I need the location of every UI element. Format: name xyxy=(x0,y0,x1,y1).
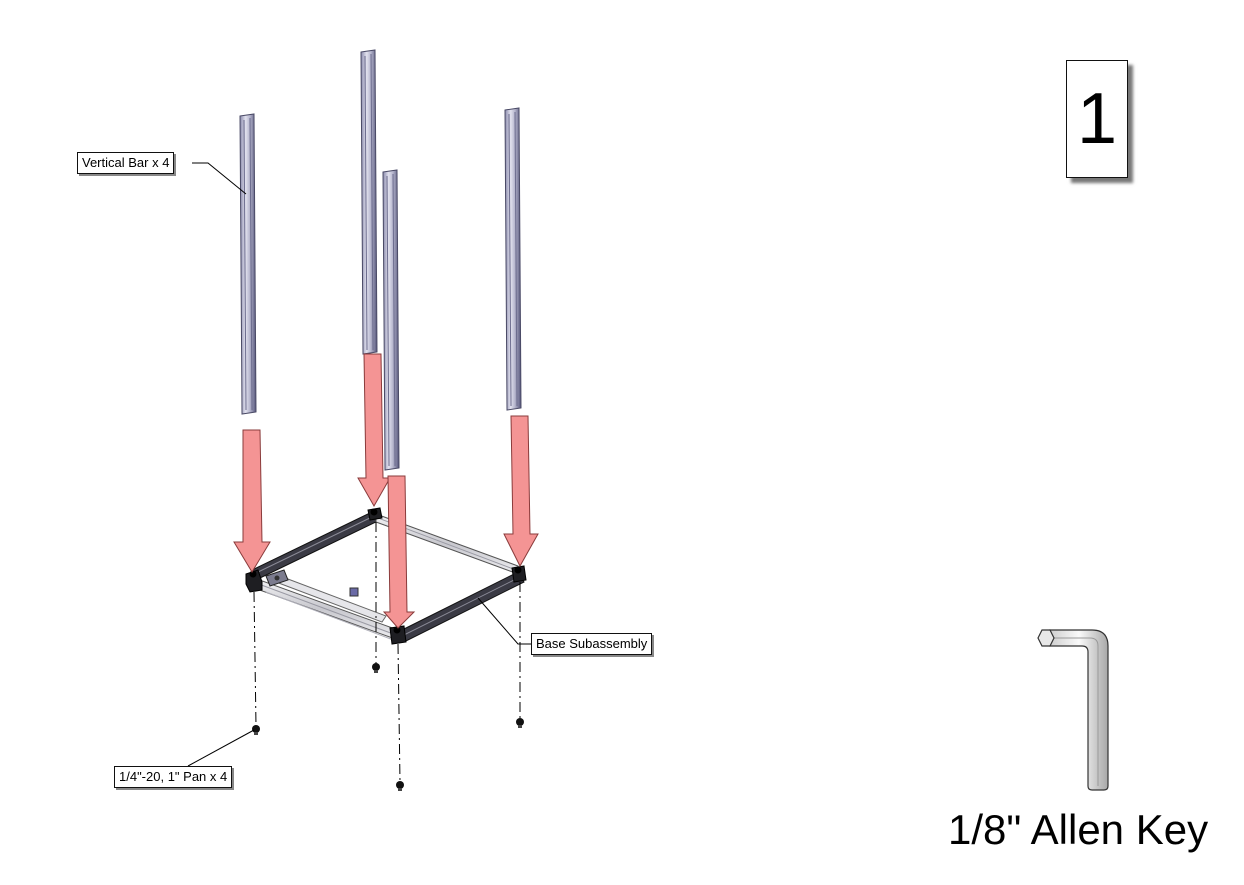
vertical-bar-front xyxy=(382,169,400,471)
callout-base-subassembly: Base Subassembly xyxy=(531,633,653,655)
step-number: 1 xyxy=(1076,79,1118,159)
allen-key-icon xyxy=(1037,629,1109,791)
screw xyxy=(252,725,260,735)
callout-vertical-bar: Vertical Bar x 4 xyxy=(77,152,175,174)
base-subassembly xyxy=(245,507,527,645)
insertion-arrow-front xyxy=(382,475,416,629)
vertical-bar-back xyxy=(360,49,378,355)
step-number-box: 1 xyxy=(1066,60,1128,178)
callout-screws: 1/4"-20, 1" Pan x 4 xyxy=(114,766,233,788)
screw-axis-lines xyxy=(253,522,521,783)
screw xyxy=(372,663,380,673)
screw xyxy=(516,718,524,728)
vertical-bar-left xyxy=(239,113,257,415)
insertion-arrow-right xyxy=(503,415,539,568)
insertion-arrow-back xyxy=(357,353,391,508)
screw xyxy=(396,781,404,791)
insertion-arrow-left xyxy=(233,429,271,573)
tool-label: 1/8" Allen Key xyxy=(948,806,1209,853)
leader-lines xyxy=(187,162,532,767)
vertical-bar-right xyxy=(504,107,522,411)
